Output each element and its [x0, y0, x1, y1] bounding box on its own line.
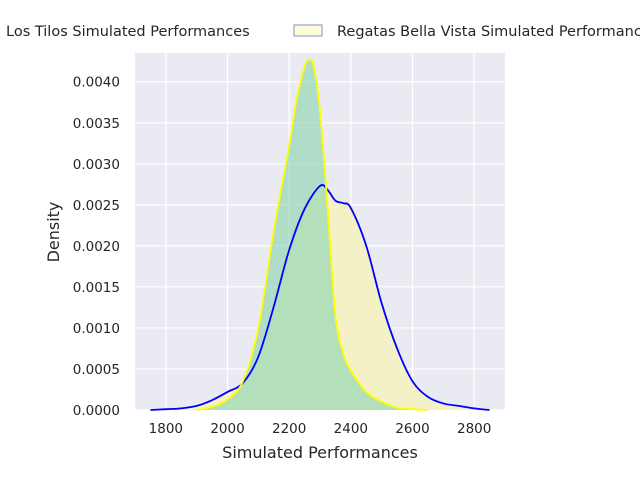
legend-label-los-tilos: Los Tilos Simulated Performances	[6, 24, 250, 40]
density-chart: 1800 2000 2200 2400 2600 2800 0.0000 0.0005 0.00…	[0, 0, 640, 480]
y-tick-label: 0.0000	[73, 403, 120, 419]
legend: Los Tilos Simulated Performances Regatas…	[6, 24, 640, 40]
x-tick-label: 2400	[334, 421, 368, 437]
y-tick-label: 0.0010	[73, 321, 120, 337]
legend-swatch-regatas	[294, 25, 322, 36]
x-axis-label: Simulated Performances	[222, 443, 418, 462]
x-tick-label: 2200	[272, 421, 306, 437]
y-tick-label: 0.0005	[73, 362, 120, 378]
x-tick-label: 1800	[149, 421, 183, 437]
y-axis-label: Density	[44, 202, 63, 263]
y-tick-label: 0.0025	[73, 198, 120, 214]
chart-container: 1800 2000 2200 2400 2600 2800 0.0000 0.0005 0.00…	[0, 0, 640, 480]
x-tick-label: 2800	[457, 421, 491, 437]
y-tick-label: 0.0030	[73, 157, 120, 173]
x-tick-label: 2000	[210, 421, 244, 437]
y-tick-label: 0.0020	[73, 239, 120, 255]
y-tick-label: 0.0015	[73, 280, 120, 296]
legend-label-regatas: Regatas Bella Vista Simulated Performanc…	[337, 24, 640, 40]
y-tick-label: 0.0035	[73, 116, 120, 132]
x-tick-label: 2600	[395, 421, 429, 437]
y-tick-label: 0.0040	[73, 75, 120, 91]
